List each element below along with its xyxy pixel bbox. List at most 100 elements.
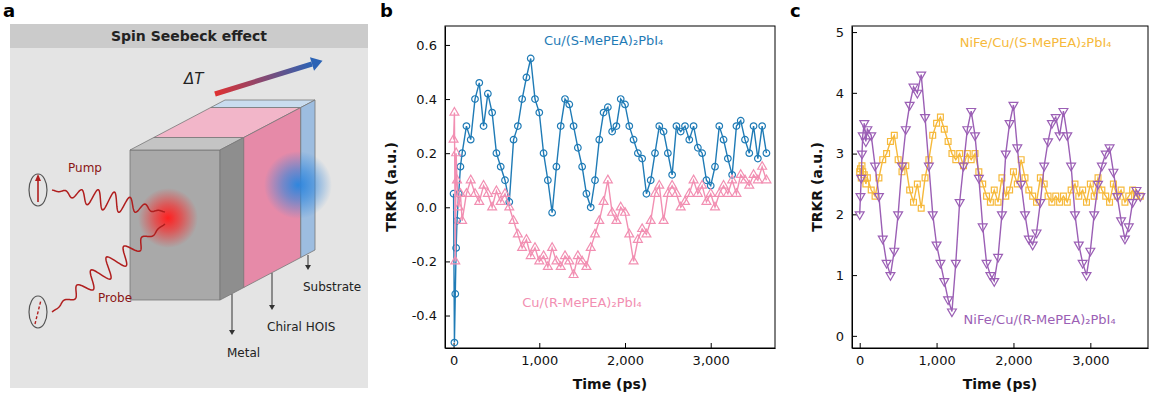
data-marker [1028,242,1037,250]
data-marker [685,189,694,197]
data-marker [728,175,737,183]
data-marker [693,189,702,197]
data-marker [868,187,874,193]
data-marker [553,163,560,170]
data-marker [621,208,630,216]
panel-letter: a [3,0,15,21]
y-tick: -0.4 [412,308,450,323]
data-marker [871,163,880,171]
data-marker [1121,236,1130,244]
data-marker [479,181,488,189]
data-marker [1118,187,1124,193]
chart-panel: c01,0002,0003,000012345Time (ps)TRKR (a.… [790,0,1149,392]
data-marker [938,114,944,120]
data-marker [980,181,986,187]
x-tick-mark [539,343,540,348]
data-marker [663,189,672,197]
x-tick-label: 1,000 [918,353,955,368]
y-tick-mark [852,154,857,155]
y-tick-label: -0.2 [412,254,437,269]
y-tick-label: 0.2 [416,146,437,161]
data-marker [515,123,522,130]
data-marker [878,236,887,244]
x-axis: 01,0002,0003,000 [446,343,776,368]
data-marker [613,123,620,130]
y-tick: 0.0 [416,200,450,215]
data-marker [951,260,960,268]
series-label: NiFe/Cu/(R-MePEA)₂PbI₄ [964,312,1116,327]
y-axis-title: TRKR (a.u.) [383,142,399,232]
data-marker [911,199,917,205]
data-marker [493,150,500,157]
data-marker [660,128,667,135]
data-marker [755,155,762,162]
data-marker [698,181,707,189]
data-marker [652,150,659,157]
data-marker [531,243,540,251]
data-marker [732,189,741,197]
y-tick-mark [445,45,450,46]
data-marker [725,155,732,162]
data-marker [1122,199,1128,205]
data-marker [930,132,936,138]
data-marker [971,133,980,141]
data-marker [949,151,955,157]
x-tick-mark [711,343,712,348]
data-marker [706,189,715,197]
data-marker [745,181,754,189]
x-tick-label: 2,000 [995,353,1032,368]
series-line [454,58,767,342]
data-marker [922,175,928,181]
data-marker [711,202,720,210]
x-tick: 0 [450,343,458,368]
data-marker [651,189,660,197]
data-marker [592,177,599,184]
data-marker [1126,193,1132,199]
plot-frame [445,26,775,348]
data-marker [987,199,993,205]
data-marker [1045,193,1051,199]
y-tick-label: 0.6 [416,38,437,53]
data-marker [453,175,462,183]
x-tick-label: 0 [450,353,458,368]
x-tick: 0 [856,343,864,368]
data-marker [991,187,997,193]
data-marker [1136,194,1145,202]
x-tick: 2,000 [995,343,1032,368]
data-marker [905,102,914,110]
data-marker [522,235,531,243]
y-tick-mark [852,93,857,94]
data-marker [458,216,467,224]
data-marker [917,72,926,80]
data-marker [1103,193,1109,199]
data-marker [452,291,459,298]
layer-leader [272,273,273,306]
y-tick-mark [445,261,450,262]
series-label: Cu/(R-MePEA)₂PbI₄ [522,295,642,310]
data-marker [647,177,654,184]
data-marker [1053,193,1059,199]
layer-leader [232,294,233,331]
y-axis: 012345 [836,25,857,349]
chart-panel: b01,0002,0003,000-0.4-0.20.00.20.40.6Tim… [380,0,776,392]
data-marker [763,150,770,157]
data-marker [483,189,492,197]
data-marker [1084,199,1090,205]
series-line [860,117,1141,208]
data-marker [1082,273,1091,281]
x-axis-title: Time (ps) [963,376,1037,392]
data-marker [1113,194,1122,202]
data-marker [1097,163,1106,171]
data-marker [582,262,591,270]
data-marker [655,181,664,189]
layer-leader-head [269,305,275,310]
probe-label: Probe [98,291,132,305]
data-marker [659,216,668,224]
data-marker [519,96,526,103]
plot-frame [852,26,1148,348]
data-marker [489,109,496,116]
data-marker [716,123,723,130]
y-tick-mark [852,336,857,337]
data-marker [672,189,681,197]
data-marker [941,126,947,132]
